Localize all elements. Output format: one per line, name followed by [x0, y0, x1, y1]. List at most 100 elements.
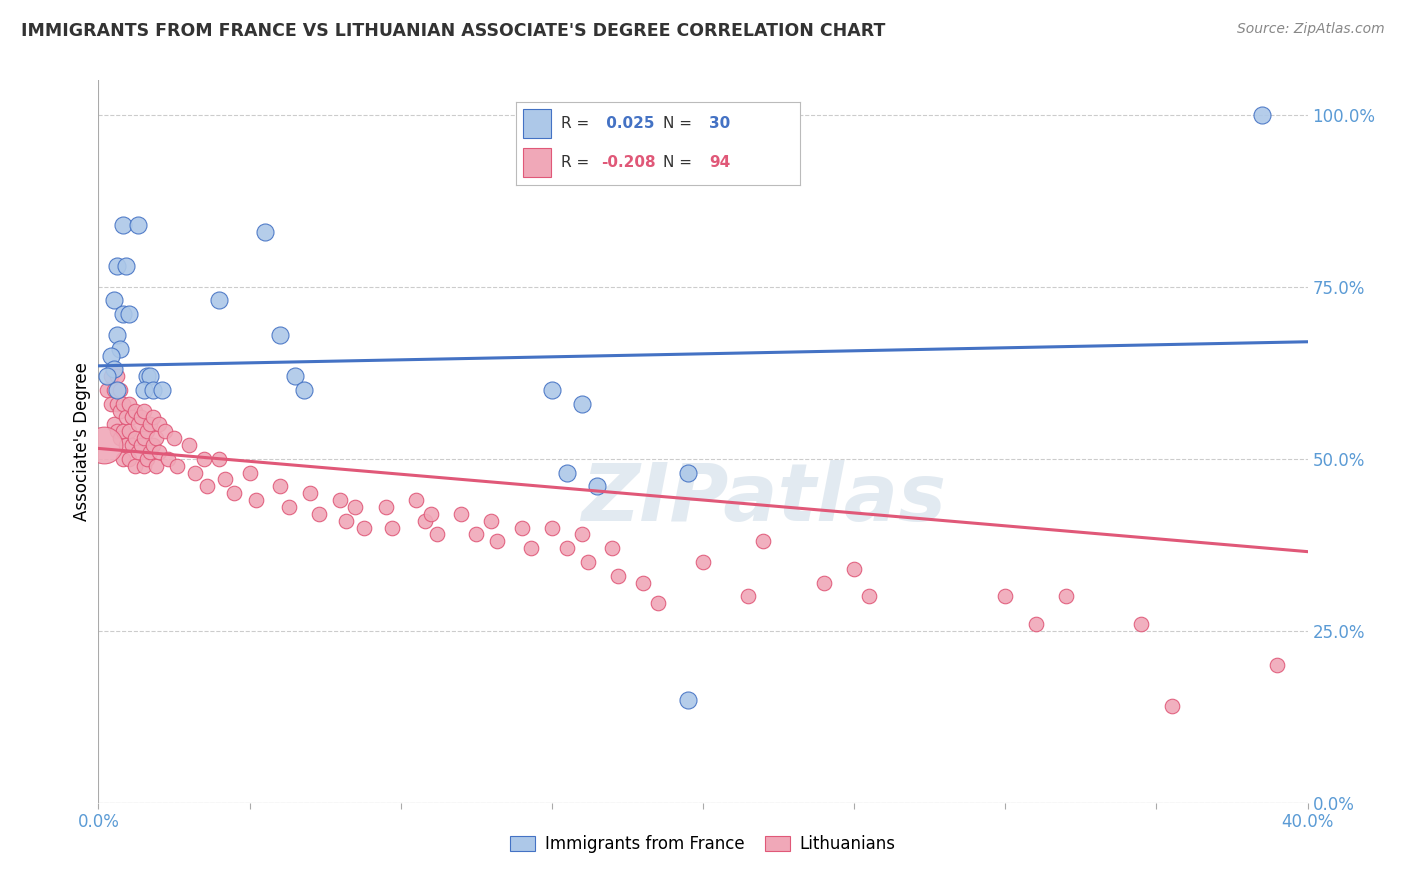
Point [100, 349, 122, 363]
Y-axis label: Associate's Degree: Associate's Degree [73, 362, 91, 521]
Point [105, 424, 128, 438]
Text: Source: ZipAtlas.com: Source: ZipAtlas.com [1237, 22, 1385, 37]
Point [148, 445, 170, 459]
Point [103, 362, 125, 376]
Point [145, 458, 167, 473]
Point [127, 218, 149, 232]
Point [153, 424, 176, 438]
Point [103, 293, 125, 308]
Point [108, 342, 131, 356]
Point [1024, 616, 1046, 631]
Point [676, 466, 699, 480]
Point [813, 575, 835, 590]
Point [111, 451, 134, 466]
Point [844, 562, 866, 576]
Point [224, 486, 246, 500]
Point [129, 410, 152, 425]
Point [135, 369, 157, 384]
Point [540, 520, 562, 534]
Point [127, 445, 149, 459]
Point [100, 397, 122, 411]
Point [602, 541, 624, 556]
Point [132, 383, 155, 397]
Point [139, 417, 162, 432]
Point [142, 383, 165, 397]
Point [118, 397, 141, 411]
Point [420, 507, 443, 521]
Point [127, 417, 149, 432]
Point [284, 369, 307, 384]
Point [571, 527, 593, 541]
Point [163, 431, 186, 445]
Point [114, 438, 136, 452]
Point [108, 403, 131, 417]
Point [208, 293, 231, 308]
Point [381, 520, 404, 534]
Point [121, 410, 143, 425]
Point [156, 451, 179, 466]
Point [245, 493, 267, 508]
Point [105, 369, 128, 384]
Text: ZIPatlas: ZIPatlas [581, 460, 946, 539]
Point [124, 458, 146, 473]
Point [994, 590, 1017, 604]
Point [405, 493, 427, 508]
Point [692, 555, 714, 569]
Point [308, 507, 330, 521]
Point [111, 397, 134, 411]
Point [269, 327, 291, 342]
Point [108, 431, 131, 445]
Point [277, 500, 299, 514]
Point [135, 424, 157, 438]
Point [124, 403, 146, 417]
Point [132, 403, 155, 417]
Point [1130, 616, 1153, 631]
Point [676, 692, 699, 706]
Point [374, 500, 396, 514]
Point [179, 438, 201, 452]
Point [93, 438, 115, 452]
Point [555, 541, 578, 556]
Point [132, 431, 155, 445]
Point [253, 225, 276, 239]
Point [135, 451, 157, 466]
Point [148, 417, 170, 432]
Point [607, 568, 630, 582]
Legend: Immigrants from France, Lithuanians: Immigrants from France, Lithuanians [503, 828, 903, 860]
Point [413, 514, 436, 528]
Point [118, 451, 141, 466]
Point [121, 438, 143, 452]
Point [105, 397, 128, 411]
Point [540, 383, 562, 397]
Point [139, 369, 162, 384]
Point [114, 259, 136, 273]
Point [114, 410, 136, 425]
Point [586, 479, 609, 493]
Point [353, 520, 375, 534]
Point [571, 397, 593, 411]
Point [145, 431, 167, 445]
Point [132, 458, 155, 473]
Point [184, 466, 207, 480]
Point [142, 438, 165, 452]
Point [426, 527, 449, 541]
Point [105, 259, 128, 273]
Point [129, 438, 152, 452]
Point [111, 424, 134, 438]
Point [96, 369, 118, 384]
Point [1251, 108, 1274, 122]
Point [108, 383, 131, 397]
Point [111, 307, 134, 321]
Point [103, 417, 125, 432]
Point [105, 383, 128, 397]
Point [555, 466, 578, 480]
Point [335, 514, 357, 528]
Point [737, 590, 759, 604]
Point [269, 479, 291, 493]
Point [118, 424, 141, 438]
Point [166, 458, 188, 473]
Point [481, 514, 503, 528]
Point [105, 327, 128, 342]
Point [1160, 699, 1182, 714]
Point [486, 534, 509, 549]
